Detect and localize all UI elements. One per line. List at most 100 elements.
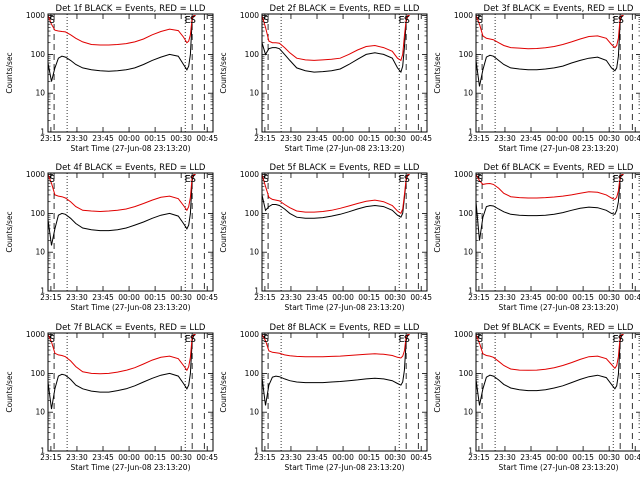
- y-axis-label: Counts/sec: [5, 52, 14, 93]
- y-axis-label: Counts/sec: [433, 371, 442, 412]
- x-tick-label: 23:45: [520, 453, 542, 462]
- panel-title: Det 8f BLACK = Events, RED = LLD: [270, 323, 420, 333]
- plot-frame: [47, 172, 214, 292]
- marker-letter: E: [185, 334, 191, 345]
- marker-letter: E: [399, 174, 405, 185]
- lld-series-line: [262, 334, 410, 359]
- x-tick-label: 00:30: [170, 134, 192, 143]
- y-tick-label: 10: [35, 408, 45, 417]
- y-tick-label: 100: [245, 50, 260, 59]
- panel-title: Det 6f BLACK = Events, RED = LLD: [484, 163, 634, 173]
- x-tick-label: 00:30: [384, 293, 406, 302]
- x-tick-label: 23:15: [254, 453, 276, 462]
- marker-letter: S: [404, 334, 410, 345]
- marker-letter: E: [613, 15, 619, 26]
- lld-series-line: [476, 15, 624, 50]
- y-tick-label: 1000: [26, 330, 45, 339]
- y-tick-label: 10: [463, 89, 473, 98]
- x-tick-label: 00:00: [118, 453, 140, 462]
- x-tick-label: 23:15: [468, 453, 490, 462]
- panel-title: Det 5f BLACK = Events, RED = LLD: [270, 163, 420, 173]
- x-tick-label: 00:45: [410, 134, 432, 143]
- marker-letter: S: [263, 15, 269, 26]
- y-tick-label: 1000: [26, 170, 45, 179]
- panel-title: Det 3f BLACK = Events, RED = LLD: [484, 4, 634, 14]
- y-tick-label: 10: [249, 89, 259, 98]
- events-series-line: [48, 174, 196, 246]
- panel-9: Det 9f BLACK = Events, RED = LLD Counts/s…: [433, 323, 640, 472]
- panel-1: Det 1f BLACK = Events, RED = LLD Counts/s…: [5, 4, 218, 153]
- marker-letter: E: [399, 15, 405, 26]
- y-tick-label: 1000: [454, 330, 473, 339]
- x-tick-label: 23:30: [66, 134, 88, 143]
- marker-letter: S: [404, 15, 410, 26]
- y-axis-label: Counts/sec: [433, 52, 442, 93]
- x-tick-label: 00:45: [624, 134, 640, 143]
- x-tick-label: 23:30: [494, 134, 516, 143]
- x-tick-label: 00:30: [598, 134, 620, 143]
- y-tick-label: 1: [254, 128, 259, 137]
- x-tick-label: 23:15: [468, 293, 490, 302]
- panel-6: Det 6f BLACK = Events, RED = LLD Counts/s…: [433, 163, 640, 312]
- y-tick-label: 100: [31, 50, 46, 59]
- y-tick-label: 100: [31, 369, 46, 378]
- x-tick-label: 00:15: [572, 453, 594, 462]
- marker-letter: S: [618, 15, 624, 26]
- events-series-line: [262, 15, 410, 74]
- plot-frame: [261, 13, 428, 133]
- events-series-line: [48, 15, 196, 82]
- y-tick-label: 100: [459, 209, 474, 218]
- x-tick-label: 23:45: [306, 453, 328, 462]
- plot-frame: [261, 172, 428, 292]
- panel-title: Det 7f BLACK = Events, RED = LLD: [56, 323, 206, 333]
- marker-letter: S: [49, 15, 55, 26]
- y-tick-label: 1000: [454, 170, 473, 179]
- panel-8: Det 8f BLACK = Events, RED = LLD Counts/s…: [219, 323, 432, 472]
- x-tick-label: 23:45: [306, 293, 328, 302]
- lld-series-line: [48, 174, 196, 213]
- panel-title: Det 4f BLACK = Events, RED = LLD: [56, 163, 206, 173]
- y-tick-label: 10: [35, 248, 45, 257]
- x-axis-label: Start Time (27-Jun-08 23:13:20): [285, 144, 405, 153]
- x-tick-label: 23:30: [280, 134, 302, 143]
- x-axis-label: Start Time (27-Jun-08 23:13:20): [71, 144, 191, 153]
- x-tick-label: 23:30: [280, 293, 302, 302]
- marker-letter: S: [49, 174, 55, 185]
- marker-letter: S: [263, 334, 269, 345]
- y-tick-label: 10: [249, 408, 259, 417]
- x-axis-label: Start Time (27-Jun-08 23:13:20): [499, 144, 619, 153]
- x-tick-label: 23:30: [494, 453, 516, 462]
- events-series-line: [476, 174, 624, 241]
- marker-letter: S: [190, 174, 196, 185]
- x-axis-label: Start Time (27-Jun-08 23:13:20): [499, 463, 619, 472]
- marker-letter: S: [477, 15, 483, 26]
- y-tick-label: 100: [245, 209, 260, 218]
- x-tick-label: 23:15: [40, 453, 62, 462]
- events-series-line: [262, 334, 410, 406]
- y-tick-label: 1: [40, 287, 45, 296]
- events-series-line: [476, 15, 624, 87]
- panel-5: Det 5f BLACK = Events, RED = LLD Counts/s…: [219, 163, 432, 312]
- y-tick-label: 1: [468, 287, 473, 296]
- panel-title: Det 9f BLACK = Events, RED = LLD: [484, 323, 634, 333]
- y-tick-label: 100: [459, 50, 474, 59]
- x-tick-label: 23:15: [468, 134, 490, 143]
- y-tick-label: 10: [463, 408, 473, 417]
- plot-frame: [47, 13, 214, 133]
- x-tick-label: 23:15: [254, 134, 276, 143]
- x-tick-label: 00:00: [332, 293, 354, 302]
- y-tick-label: 100: [459, 369, 474, 378]
- x-tick-label: 00:15: [144, 293, 166, 302]
- x-tick-label: 23:45: [520, 134, 542, 143]
- y-axis-label: Counts/sec: [5, 371, 14, 412]
- x-tick-label: 23:45: [306, 134, 328, 143]
- x-tick-label: 00:15: [358, 293, 380, 302]
- x-tick-label: 23:30: [280, 453, 302, 462]
- panel-2: Det 2f BLACK = Events, RED = LLD Counts/s…: [219, 4, 432, 153]
- x-tick-label: 00:45: [196, 134, 218, 143]
- x-tick-label: 00:30: [170, 453, 192, 462]
- marker-letter: S: [404, 174, 410, 185]
- lld-series-line: [262, 174, 410, 215]
- y-axis-label: Counts/sec: [219, 52, 228, 93]
